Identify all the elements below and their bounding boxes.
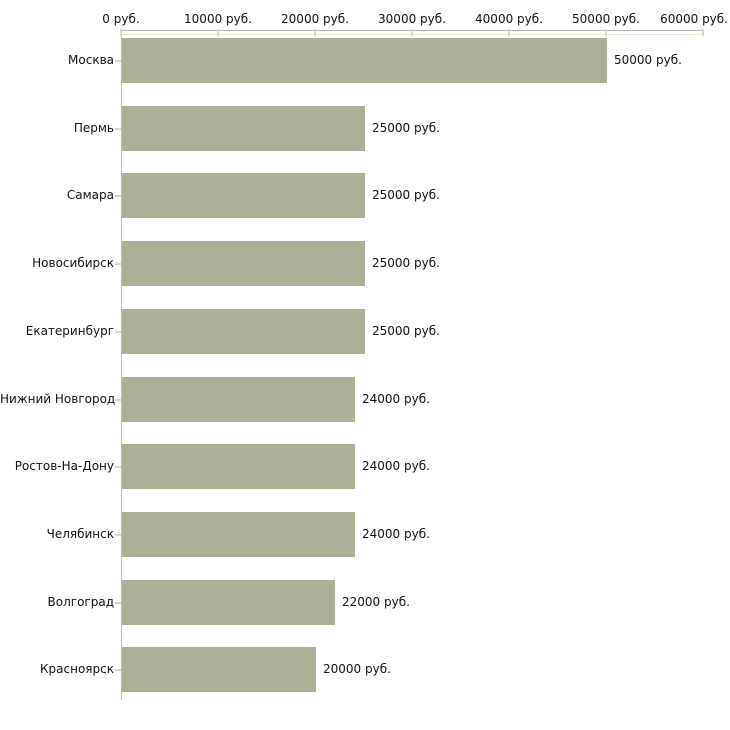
bar: [122, 309, 365, 354]
category-label: Красноярск: [40, 661, 114, 676]
value-label: 22000 руб.: [342, 594, 410, 609]
category-label: Нижний Новгород: [0, 391, 116, 406]
category-tick-mark: [115, 127, 121, 130]
x-axis-tick-mark: [605, 29, 607, 36]
category-label: Екатеринбург: [25, 323, 114, 338]
category-tick-mark: [115, 262, 121, 265]
x-axis-tick-label: 40000 руб.: [475, 12, 543, 26]
x-axis-tick-label: 30000 руб.: [378, 12, 446, 26]
value-label: 25000 руб.: [372, 187, 440, 202]
category-tick-mark: [115, 398, 121, 401]
x-axis-tick-mark: [314, 29, 316, 36]
x-axis-tick-mark: [120, 29, 122, 36]
category-tick-mark: [115, 194, 121, 197]
value-label: 25000 руб.: [372, 120, 440, 135]
x-axis-tick-label: 60000 руб.: [660, 12, 728, 26]
bar: [122, 580, 335, 625]
category-label: Пермь: [73, 120, 114, 135]
value-label: 25000 руб.: [372, 323, 440, 338]
x-axis-tick-label: 50000 руб.: [572, 12, 640, 26]
x-axis-tick-label: 10000 руб.: [184, 12, 252, 26]
value-label: 25000 руб.: [372, 255, 440, 270]
category-label: Москва: [68, 52, 114, 67]
category-label: Челябинск: [46, 526, 114, 541]
bar: [122, 241, 365, 286]
category-label: Самара: [66, 187, 114, 202]
x-axis-tick-mark: [411, 29, 413, 36]
x-axis-tick-mark: [702, 29, 704, 36]
value-label: 20000 руб.: [323, 661, 391, 676]
value-label: 24000 руб.: [362, 458, 430, 473]
category-tick-mark: [115, 533, 121, 536]
category-tick-mark: [115, 668, 121, 671]
category-label: Волгоград: [47, 594, 114, 609]
value-label: 24000 руб.: [362, 391, 430, 406]
x-axis-tick-label: 20000 руб.: [281, 12, 349, 26]
bar: [122, 106, 365, 151]
category-tick-mark: [115, 465, 121, 468]
bar: [122, 647, 316, 692]
category-tick-mark: [115, 601, 121, 604]
category-label: Новосибирск: [32, 255, 114, 270]
category-tick-mark: [115, 59, 121, 62]
bar: [122, 444, 355, 489]
bar: [122, 377, 355, 422]
bar: [122, 512, 355, 557]
category-label: Ростов-На-Дону: [14, 458, 114, 473]
value-label: 24000 руб.: [362, 526, 430, 541]
value-label: 50000 руб.: [614, 52, 682, 67]
bar: [122, 38, 607, 83]
x-axis-tick-mark: [508, 29, 510, 36]
x-axis-tick-label: 0 руб.: [102, 12, 140, 26]
y-axis-line: [121, 30, 122, 700]
category-tick-mark: [115, 330, 121, 333]
x-axis-tick-mark: [217, 29, 219, 36]
bar: [122, 173, 365, 218]
